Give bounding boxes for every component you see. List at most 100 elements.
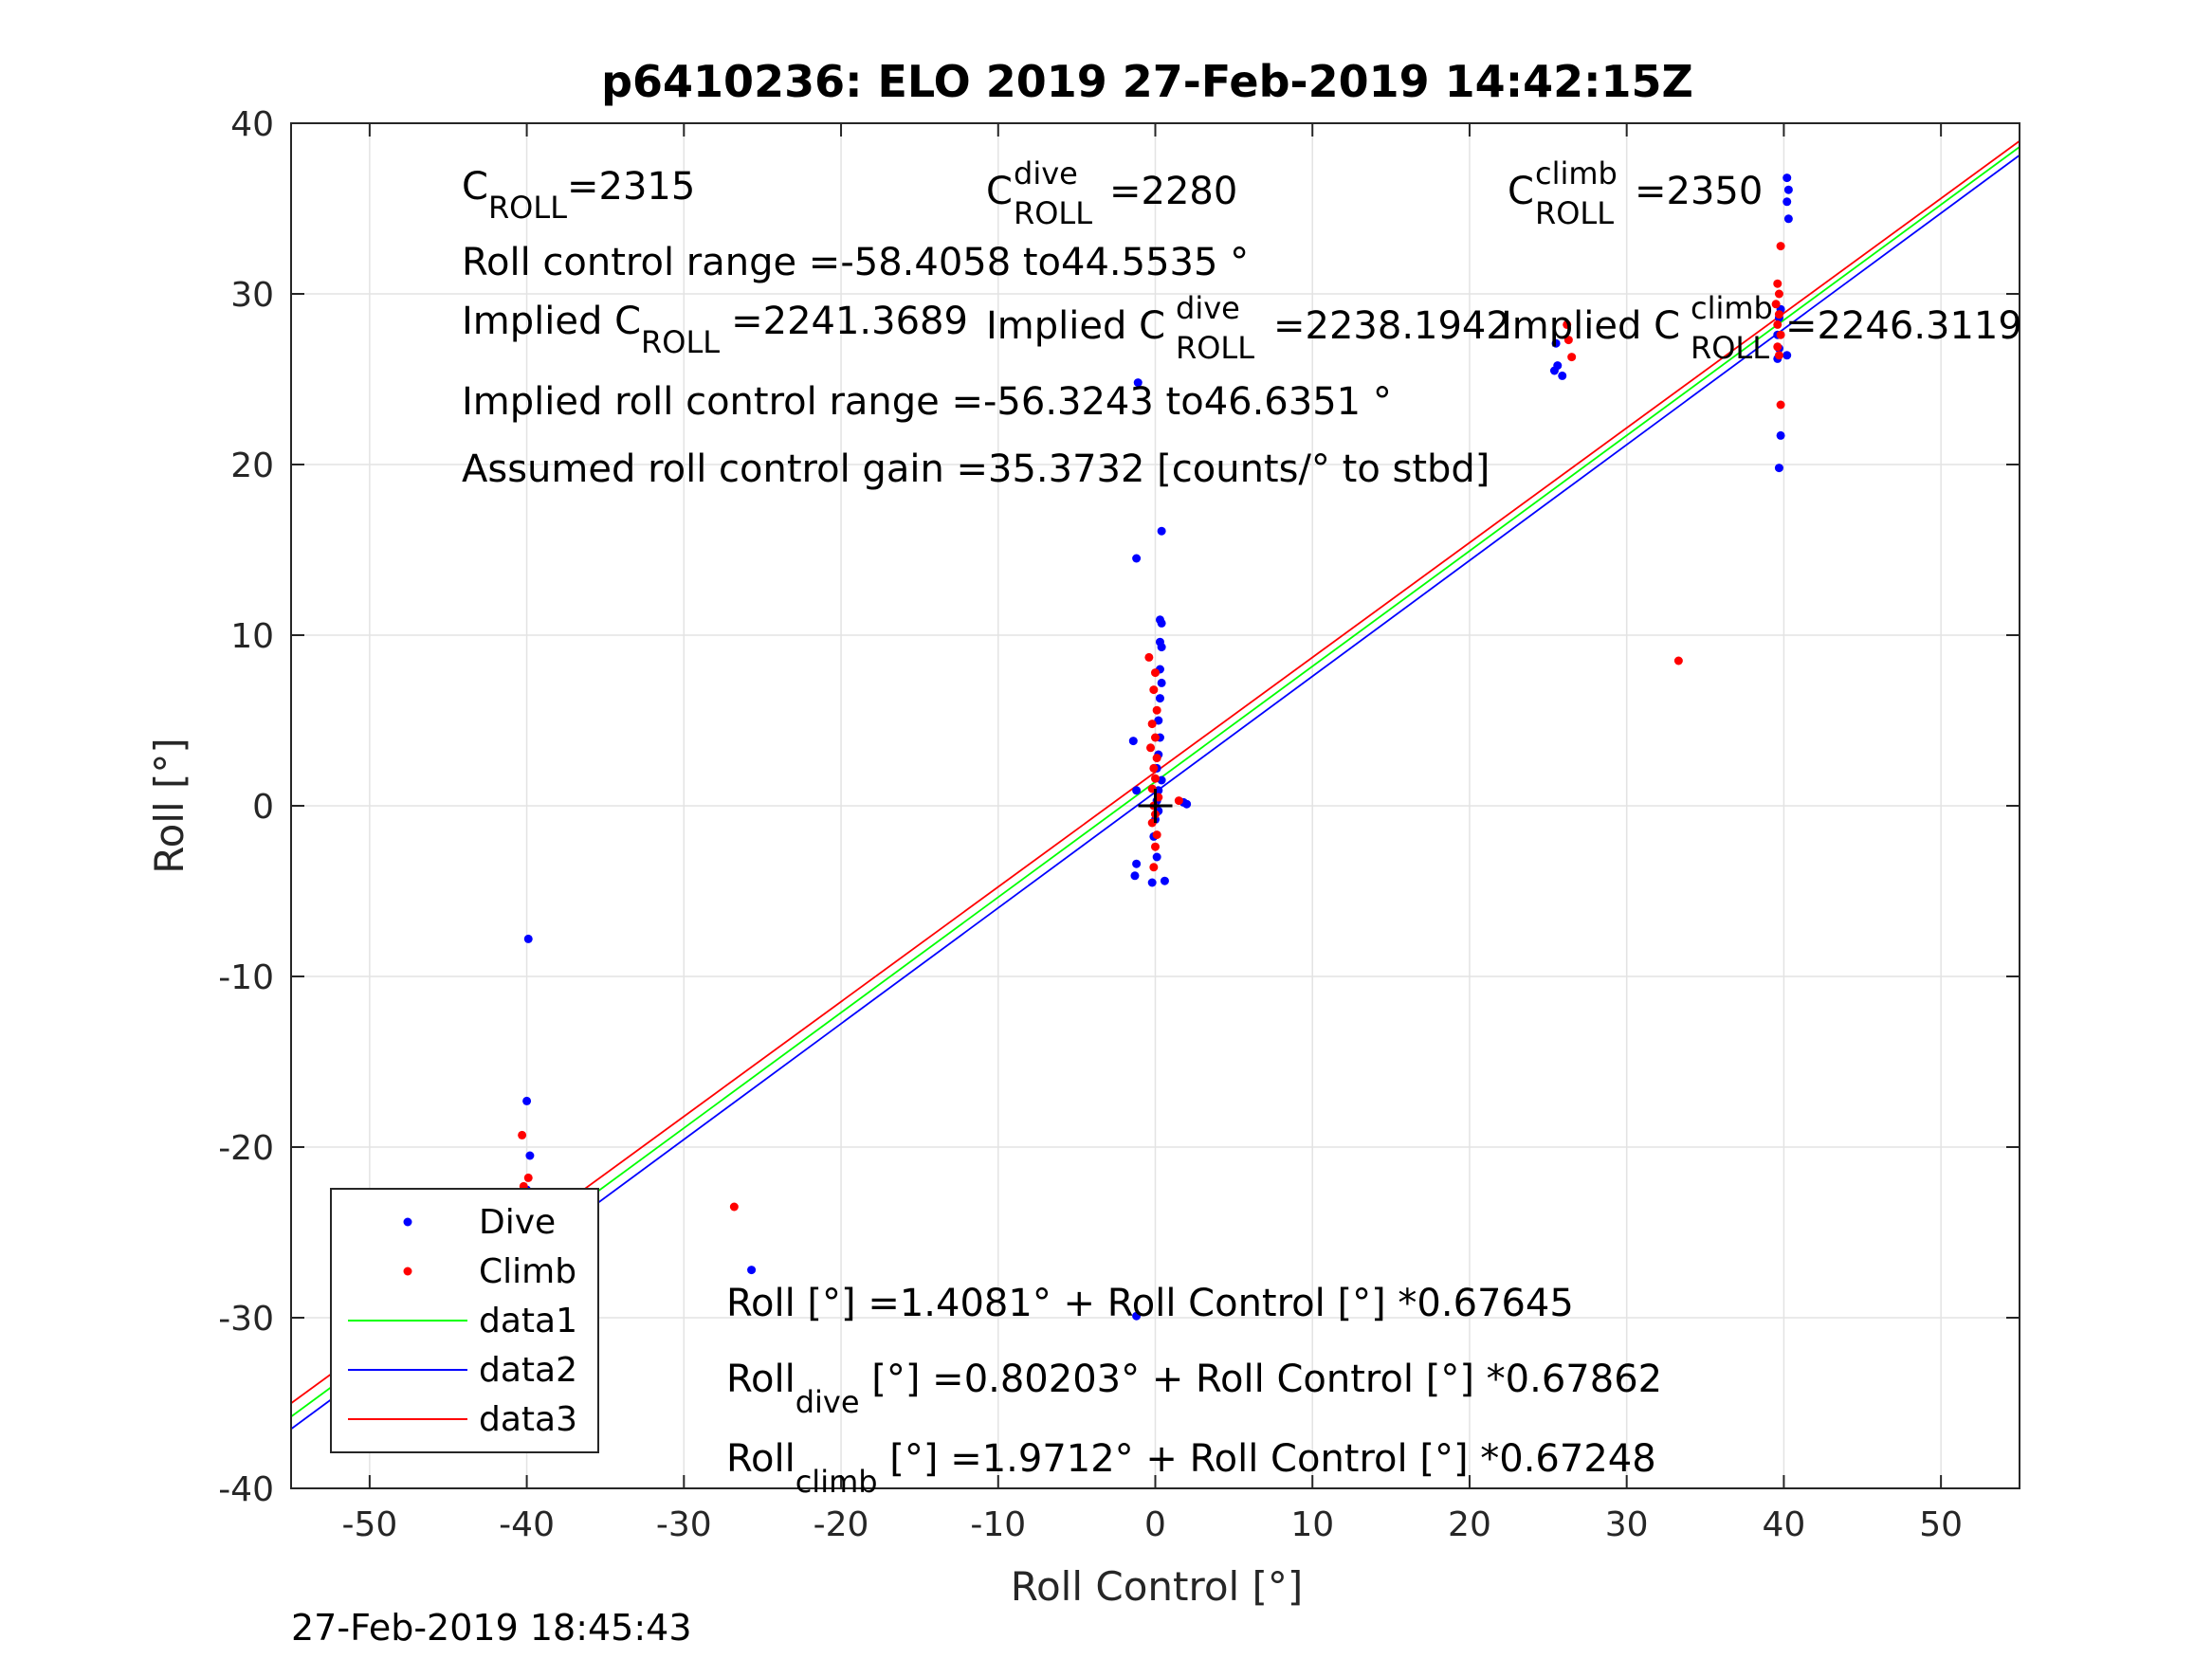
x-tick-label: -50 xyxy=(341,1505,397,1544)
annotation-roll-control-range: Roll control range =-58.4058 to44.5535 ° xyxy=(462,241,1249,284)
climb-point xyxy=(1776,400,1785,410)
climb-point xyxy=(729,1202,739,1212)
climb-point xyxy=(1771,300,1781,309)
dive-point xyxy=(1157,526,1166,536)
climb-point xyxy=(1673,656,1683,665)
dive-point xyxy=(1130,871,1140,881)
annotation-implied-c-roll-climb: Implied C xyxy=(1501,304,1680,348)
annotation-c-roll-climb-sup: climb xyxy=(1535,155,1618,191)
climb-point xyxy=(1149,863,1159,872)
dive-point xyxy=(1782,173,1792,183)
dive-point xyxy=(1132,554,1142,563)
dive-point xyxy=(1182,799,1192,809)
climb-point xyxy=(1151,774,1160,783)
annotation-c-roll-dive-sup: dive xyxy=(1014,155,1078,191)
climb-point xyxy=(1563,319,1572,329)
y-tick-label: -40 xyxy=(218,1470,274,1509)
dive-point xyxy=(1132,1311,1142,1321)
climb-point xyxy=(1152,830,1161,840)
climb-point xyxy=(1152,705,1161,715)
x-axis-label: Roll Control [°] xyxy=(1011,1563,1304,1610)
x-tick-label: 10 xyxy=(1290,1505,1334,1544)
x-tick-label: -40 xyxy=(499,1505,555,1544)
dive-point xyxy=(1776,430,1785,440)
y-tick-label: 0 xyxy=(252,788,274,827)
legend-dive-label: Dive xyxy=(479,1203,556,1242)
y-axis-label: Roll [°] xyxy=(146,738,192,873)
climb-point xyxy=(1151,668,1160,678)
annotation-c-roll-dive-value: =2280 xyxy=(1109,170,1237,213)
axes: -50 -40 -30 -20 -10 0 10 20 30 40 50 -40 -30 -20 -10 0 1… xyxy=(218,105,2020,1544)
x-tick-label: 30 xyxy=(1605,1505,1649,1544)
climb-point xyxy=(1563,336,1573,345)
dive-point xyxy=(1132,859,1142,868)
dive-point xyxy=(1549,366,1559,375)
legend-data3-label: data3 xyxy=(479,1400,577,1439)
annotation-fit-dive: Rolldive [°] =0.80203° + Roll Control [°… xyxy=(726,1358,1662,1420)
dive-point xyxy=(1147,878,1157,887)
annotation-implied-c-roll-dive: Implied C xyxy=(986,304,1165,348)
climb-point xyxy=(1151,842,1160,851)
dive-point xyxy=(1128,737,1138,746)
annotation-c-roll: CROLL=2315 xyxy=(462,165,695,226)
climb-point xyxy=(1149,763,1159,773)
annotation-implied-c-roll-dive-sup: dive xyxy=(1176,290,1240,326)
climb-point xyxy=(1773,342,1782,352)
y-tick-label: -30 xyxy=(218,1300,274,1339)
annotation-c-roll-dive: C xyxy=(986,170,1013,213)
dive-point xyxy=(1157,678,1166,687)
chart-title: p6410236: ELO 2019 27-Feb-2019 14:42:15Z xyxy=(601,56,1693,107)
annotation-gain: Assumed roll control gain =35.3732 [coun… xyxy=(462,447,1490,491)
y-tick-label: 10 xyxy=(230,617,274,656)
y-tick-label: 30 xyxy=(230,276,274,315)
x-tick-label: 20 xyxy=(1448,1505,1491,1544)
annotation-implied-c-roll-climb-value: =2246.3119 xyxy=(1785,304,2022,348)
legend-climb-marker xyxy=(403,1267,412,1276)
annotation-c-roll-climb: C xyxy=(1508,170,1534,213)
dive-point xyxy=(1133,378,1143,388)
dive-point xyxy=(1157,618,1166,628)
x-tick-label: 50 xyxy=(1919,1505,1963,1544)
dive-point xyxy=(1783,214,1793,224)
annotation-implied-c-roll-climb-sup: climb xyxy=(1691,290,1773,326)
y-tick-label: 40 xyxy=(230,105,274,144)
climb-point xyxy=(1174,796,1183,806)
dive-point xyxy=(1132,786,1142,795)
climb-point xyxy=(1567,353,1577,362)
legend-dive-marker xyxy=(403,1217,412,1227)
y-tick-label: -20 xyxy=(218,1129,274,1168)
dive-point xyxy=(1783,185,1793,194)
dive-point xyxy=(1782,351,1792,360)
legend-climb-label: Climb xyxy=(479,1252,576,1291)
x-tick-label: 40 xyxy=(1763,1505,1806,1544)
legend-data1-label: data1 xyxy=(479,1302,577,1340)
annotation-fit-climb: Rollclimb [°] =1.9712° + Roll Control [°… xyxy=(726,1437,1656,1500)
climb-point xyxy=(1144,652,1154,662)
dive-point xyxy=(525,1151,535,1160)
climb-point xyxy=(1146,743,1156,753)
annotation-fit-all: Roll [°] =1.4081° + Roll Control [°] *0.… xyxy=(726,1282,1574,1325)
climb-point xyxy=(1147,720,1157,729)
dive-point xyxy=(1551,338,1561,348)
annotation-implied-c-roll-dive-value: =2238.1942 xyxy=(1273,304,1510,348)
annotation-c-roll-climb-sub: ROLL xyxy=(1535,195,1614,231)
dive-point xyxy=(1155,694,1164,703)
climb-point xyxy=(518,1130,527,1139)
climb-point xyxy=(1774,351,1783,360)
climb-point xyxy=(1773,279,1782,288)
annotation-c-roll-climb-value: =2350 xyxy=(1635,170,1763,213)
dive-point xyxy=(1558,371,1567,380)
climb-point xyxy=(1774,289,1783,299)
x-tick-label: 0 xyxy=(1144,1505,1166,1544)
y-tick-label: -10 xyxy=(218,958,274,997)
dive-point xyxy=(1782,197,1792,207)
climb-point xyxy=(1774,310,1783,319)
x-tick-label: -20 xyxy=(814,1505,869,1544)
dive-point xyxy=(1154,716,1163,725)
annotation-implied-c-roll: Implied CROLL =2241.3689 xyxy=(462,300,968,360)
climb-point xyxy=(1149,685,1159,695)
climb-point xyxy=(1151,733,1160,742)
climb-point xyxy=(1152,754,1161,763)
dive-point xyxy=(523,934,533,943)
